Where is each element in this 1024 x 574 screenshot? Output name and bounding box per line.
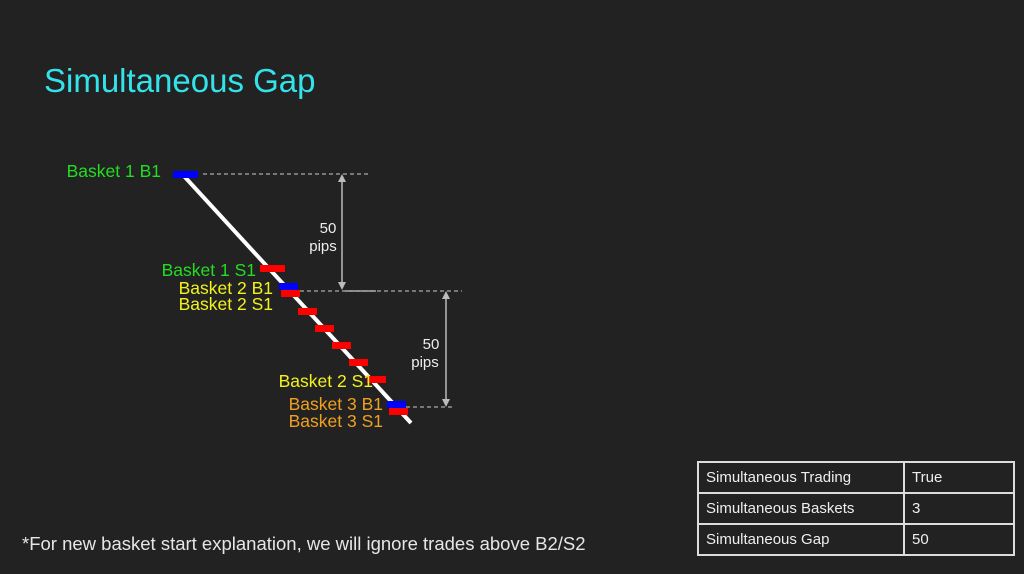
setting-value: 3: [903, 492, 1015, 525]
setting-key: Simultaneous Trading: [697, 461, 905, 494]
setting-key: Simultaneous Baskets: [697, 492, 905, 525]
table-row: Simultaneous Gap 50: [697, 523, 1015, 556]
table-row: Simultaneous Trading True: [697, 461, 1015, 494]
buy-marker-basket3: [387, 401, 406, 408]
sell-marker: [298, 308, 317, 315]
label-basket3-s1: Basket 3 S1: [289, 411, 383, 431]
sell-marker: [332, 342, 351, 349]
sell-marker: [349, 359, 368, 366]
sell-marker-basket1: [260, 265, 285, 272]
gap-2-value: 50: [423, 336, 440, 353]
label-basket2-s1-lower: Basket 2 S1: [279, 371, 373, 391]
settings-table: Simultaneous Trading True Simultaneous B…: [697, 461, 1015, 556]
label-basket3-b1: Basket 3 B1: [289, 394, 383, 414]
gap-2-unit: pips: [411, 354, 439, 371]
slide-title: Simultaneous Gap: [44, 62, 316, 99]
sell-marker-basket3: [389, 408, 408, 415]
gap-1-unit: pips: [309, 238, 337, 255]
buy-marker-basket1: [173, 171, 198, 178]
setting-value: 50: [903, 523, 1015, 556]
label-basket2-b1: Basket 2 B1: [179, 278, 273, 298]
table-row: Simultaneous Baskets 3: [697, 492, 1015, 525]
gap-1-value: 50: [320, 220, 337, 237]
sell-marker: [281, 290, 300, 297]
footnote: *For new basket start explanation, we wi…: [22, 533, 586, 554]
sell-marker: [315, 325, 334, 332]
label-basket2-s1: Basket 2 S1: [179, 294, 273, 314]
label-basket1-b1: Basket 1 B1: [67, 161, 161, 181]
buy-marker-basket2: [279, 283, 298, 290]
sell-marker: [367, 376, 386, 383]
setting-key: Simultaneous Gap: [697, 523, 905, 556]
setting-value: True: [903, 461, 1015, 494]
label-basket1-s1: Basket 1 S1: [162, 260, 256, 280]
